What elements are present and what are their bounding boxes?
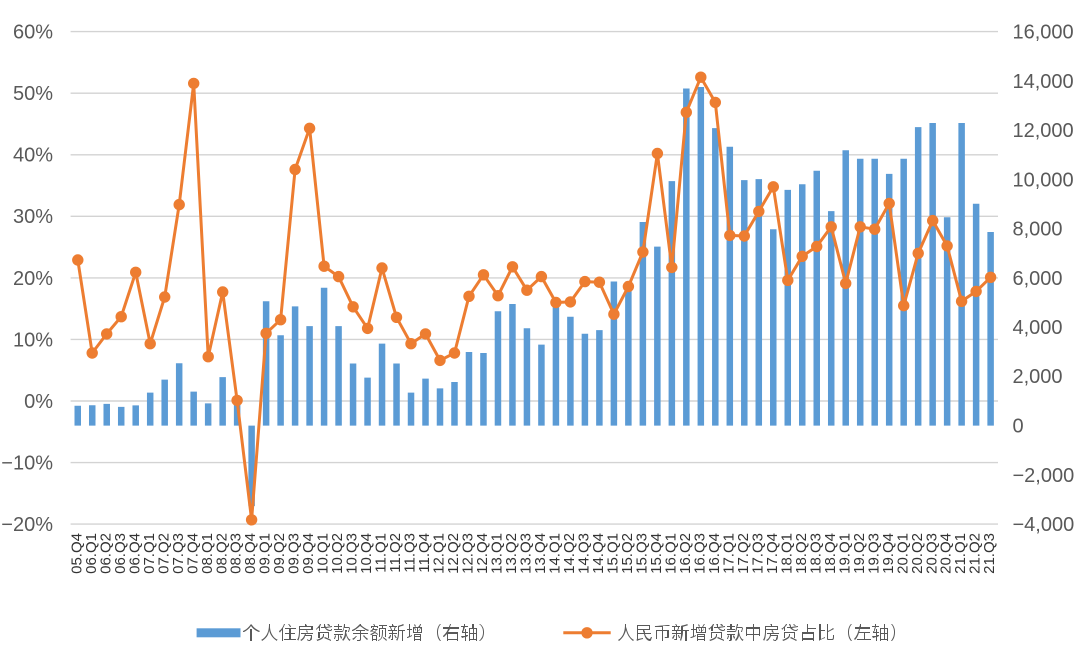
svg-text:50%: 50% (13, 83, 53, 105)
svg-text:15.Q1: 15.Q1 (605, 533, 622, 574)
svg-text:13.Q4: 13.Q4 (532, 533, 549, 574)
svg-text:10%: 10% (13, 329, 53, 351)
svg-text:14.Q3: 14.Q3 (576, 533, 593, 574)
svg-text:08.Q3: 08.Q3 (228, 533, 245, 574)
svg-text:10.Q3: 10.Q3 (344, 533, 361, 574)
svg-text:20.Q2: 20.Q2 (909, 533, 926, 574)
svg-text:15.Q4: 15.Q4 (648, 533, 665, 574)
svg-text:6,000: 6,000 (1013, 268, 1063, 290)
svg-text:08.Q2: 08.Q2 (213, 533, 230, 574)
svg-text:07.Q1: 07.Q1 (141, 533, 158, 574)
svg-text:12.Q4: 12.Q4 (474, 533, 491, 574)
svg-text:11.Q4: 11.Q4 (416, 533, 433, 573)
svg-text:15.Q3: 15.Q3 (634, 533, 651, 574)
svg-text:20.Q4: 20.Q4 (938, 533, 955, 574)
svg-text:12.Q3: 12.Q3 (460, 533, 477, 574)
svg-text:18.Q2: 18.Q2 (793, 533, 810, 574)
svg-text:16.Q3: 16.Q3 (691, 533, 708, 574)
svg-text:16,000: 16,000 (1013, 22, 1074, 44)
svg-text:4,000: 4,000 (1013, 317, 1063, 339)
svg-text:11.Q2: 11.Q2 (387, 533, 404, 573)
svg-text:06.Q2: 06.Q2 (97, 533, 114, 574)
svg-text:09.Q3: 09.Q3 (286, 533, 303, 574)
svg-text:07.Q2: 07.Q2 (155, 533, 172, 574)
svg-text:−2,000: −2,000 (1013, 465, 1075, 487)
svg-text:8,000: 8,000 (1013, 219, 1063, 241)
svg-text:21.Q1: 21.Q1 (952, 533, 969, 574)
svg-text:09.Q4: 09.Q4 (300, 533, 317, 574)
svg-text:19.Q3: 19.Q3 (865, 533, 882, 574)
svg-text:16.Q1: 16.Q1 (662, 533, 679, 574)
svg-text:60%: 60% (13, 22, 53, 44)
svg-text:13.Q3: 13.Q3 (518, 533, 535, 574)
svg-text:−20%: −20% (1, 514, 53, 536)
svg-text:17.Q3: 17.Q3 (749, 533, 766, 574)
svg-text:16.Q4: 16.Q4 (706, 533, 723, 574)
svg-text:−10%: −10% (1, 453, 53, 475)
svg-text:06.Q3: 06.Q3 (112, 533, 129, 574)
svg-text:15.Q2: 15.Q2 (619, 533, 636, 574)
svg-text:0%: 0% (24, 391, 53, 413)
svg-text:14,000: 14,000 (1013, 71, 1074, 93)
svg-text:14.Q1: 14.Q1 (547, 533, 564, 574)
svg-text:12,000: 12,000 (1013, 120, 1074, 142)
svg-text:11.Q1: 11.Q1 (373, 533, 390, 573)
svg-text:10.Q1: 10.Q1 (315, 533, 332, 574)
svg-text:17.Q2: 17.Q2 (735, 533, 752, 574)
svg-text:06.Q4: 06.Q4 (126, 533, 143, 574)
svg-text:12.Q1: 12.Q1 (431, 533, 448, 574)
svg-text:40%: 40% (13, 145, 53, 167)
svg-text:11.Q3: 11.Q3 (402, 533, 419, 573)
svg-text:21.Q2: 21.Q2 (967, 533, 984, 574)
svg-text:18.Q1: 18.Q1 (778, 533, 795, 574)
svg-text:14.Q2: 14.Q2 (561, 533, 578, 574)
svg-text:07.Q3: 07.Q3 (170, 533, 187, 574)
svg-text:13.Q1: 13.Q1 (489, 533, 506, 574)
svg-text:05.Q4: 05.Q4 (68, 533, 85, 574)
svg-text:08.Q1: 08.Q1 (199, 533, 216, 574)
svg-text:0: 0 (1013, 416, 1024, 438)
svg-text:18.Q3: 18.Q3 (807, 533, 824, 574)
svg-text:19.Q4: 19.Q4 (880, 533, 897, 574)
svg-text:08.Q4: 08.Q4 (242, 533, 259, 574)
svg-text:09.Q2: 09.Q2 (271, 533, 288, 574)
svg-text:14.Q4: 14.Q4 (590, 533, 607, 574)
svg-text:06.Q1: 06.Q1 (83, 533, 100, 574)
svg-text:10,000: 10,000 (1013, 169, 1074, 191)
svg-text:21.Q3: 21.Q3 (981, 533, 998, 574)
svg-text:17.Q1: 17.Q1 (720, 533, 737, 574)
svg-text:20.Q3: 20.Q3 (923, 533, 940, 574)
svg-text:09.Q1: 09.Q1 (257, 533, 274, 574)
svg-text:20.Q1: 20.Q1 (894, 533, 911, 574)
svg-text:07.Q4: 07.Q4 (184, 533, 201, 574)
svg-text:19.Q1: 19.Q1 (836, 533, 853, 574)
svg-text:30%: 30% (13, 206, 53, 228)
svg-text:20%: 20% (13, 268, 53, 290)
svg-text:17.Q4: 17.Q4 (764, 533, 781, 574)
svg-text:16.Q2: 16.Q2 (677, 533, 694, 574)
svg-text:−4,000: −4,000 (1013, 514, 1075, 536)
svg-text:2,000: 2,000 (1013, 366, 1063, 388)
svg-text:10.Q2: 10.Q2 (329, 533, 346, 574)
svg-text:12.Q2: 12.Q2 (445, 533, 462, 574)
svg-text:18.Q4: 18.Q4 (822, 533, 839, 574)
svg-text:19.Q2: 19.Q2 (851, 533, 868, 574)
svg-text:10.Q4: 10.Q4 (358, 533, 375, 574)
svg-text:13.Q2: 13.Q2 (503, 533, 520, 574)
